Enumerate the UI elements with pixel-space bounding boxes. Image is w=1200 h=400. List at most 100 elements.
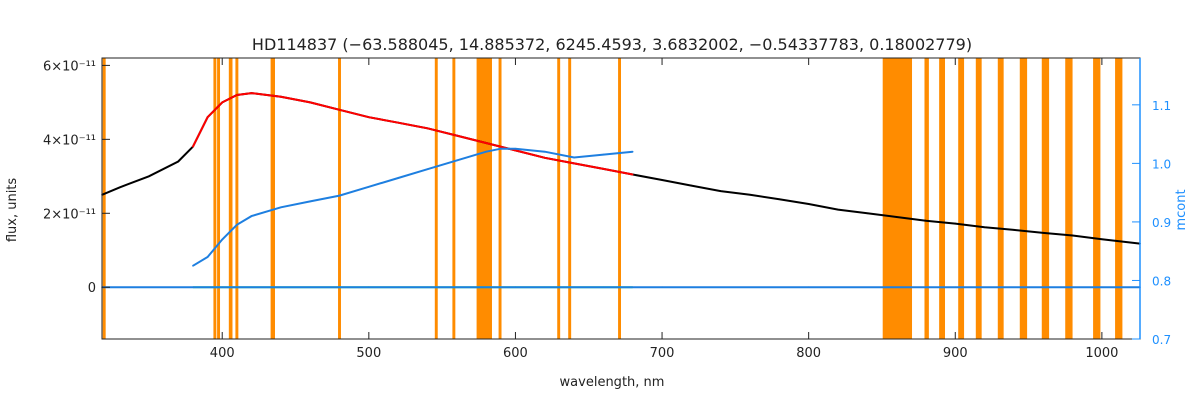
series-2-point-4 bbox=[250, 215, 253, 217]
series-1-point-8 bbox=[368, 116, 370, 118]
series-2-point-13 bbox=[500, 147, 502, 150]
x-axis: 400 500 600 700 800 900 1000 bbox=[210, 58, 1118, 361]
series-1-point-7 bbox=[338, 109, 341, 111]
series-2-point-8 bbox=[368, 186, 370, 188]
y-axis-right-label: mcont bbox=[1174, 189, 1189, 230]
series-2-point-6 bbox=[309, 200, 312, 203]
series-4-point-1 bbox=[221, 286, 223, 289]
series-1-point-2 bbox=[221, 101, 223, 104]
mask-region-8 bbox=[452, 58, 456, 339]
series-0-point-31 bbox=[925, 219, 927, 222]
y-tick-label-2: 4×10⁻¹¹ bbox=[43, 133, 96, 148]
masked-regions bbox=[102, 58, 1123, 339]
series-1-point-0 bbox=[192, 145, 194, 148]
series-0-point-24 bbox=[719, 190, 722, 192]
mask-region-21 bbox=[1041, 58, 1050, 339]
series-0-point-26 bbox=[778, 198, 781, 200]
series-0-point-2 bbox=[148, 175, 150, 178]
series-1-point-10 bbox=[426, 127, 429, 130]
series-4-point-5 bbox=[807, 286, 810, 289]
mask-region-22 bbox=[1065, 58, 1073, 339]
y-axis-right: 0.7 0.8 0.9 1.0 1.1 bbox=[1132, 58, 1171, 347]
mask-region-20 bbox=[1019, 58, 1028, 339]
chart-title: HD114837 (−63.588045, 14.885372, 6245.45… bbox=[252, 35, 972, 54]
series-4-point-2 bbox=[368, 286, 370, 289]
mask-region-12 bbox=[568, 58, 572, 339]
mask-region-23 bbox=[1093, 58, 1101, 339]
series-0-point-29 bbox=[866, 212, 869, 215]
mask-region-6 bbox=[338, 58, 341, 339]
series-0-point-23 bbox=[690, 184, 693, 187]
series-1-point-5 bbox=[280, 96, 282, 98]
series-2-point-16 bbox=[573, 156, 575, 159]
y-right-tick-label-4: 1.1 bbox=[1152, 99, 1171, 113]
series-1-point-17 bbox=[631, 173, 634, 176]
series-1-point-6 bbox=[309, 101, 312, 104]
series-0-point-28 bbox=[837, 208, 839, 211]
y-tick-label-1: 2×10⁻¹¹ bbox=[43, 207, 96, 222]
series-2-point-12 bbox=[485, 150, 487, 153]
mask-region-4 bbox=[235, 58, 239, 339]
series-2-point-7 bbox=[338, 194, 341, 197]
series-2-point-18 bbox=[631, 150, 634, 153]
mask-region-2 bbox=[217, 58, 221, 339]
series-2-point-0 bbox=[192, 265, 194, 267]
series-1-point-4 bbox=[250, 92, 253, 94]
series-2-point-11 bbox=[456, 159, 458, 162]
x-tick-label-1: 500 bbox=[356, 346, 381, 361]
mask-region-16 bbox=[939, 58, 946, 339]
x-tick-label-5: 900 bbox=[943, 346, 968, 361]
series-0-point-35 bbox=[1042, 232, 1044, 234]
mask-region-14 bbox=[882, 58, 913, 339]
mask-region-7 bbox=[434, 58, 438, 339]
series-0-point-22 bbox=[661, 179, 663, 181]
mask-region-0 bbox=[102, 58, 106, 339]
x-axis-label: wavelength, nm bbox=[560, 375, 665, 390]
y-axis-label: flux, units bbox=[5, 178, 20, 243]
series-2-point-5 bbox=[280, 206, 282, 209]
series-4-point-4 bbox=[661, 286, 663, 289]
x-tick-label-6: 1000 bbox=[1085, 346, 1118, 361]
series-0-point-36 bbox=[1071, 234, 1074, 237]
y-tick-label-0: 0 bbox=[88, 281, 96, 296]
series-1-point-14 bbox=[544, 157, 546, 159]
series-1-point-15 bbox=[573, 162, 575, 165]
mask-region-3 bbox=[228, 58, 233, 339]
x-tick-label-3: 700 bbox=[650, 346, 675, 361]
series-0-point-1 bbox=[118, 186, 121, 189]
series-0-point-33 bbox=[983, 226, 986, 229]
series-2-point-3 bbox=[236, 224, 238, 226]
y-right-tick-label-2: 0.9 bbox=[1152, 216, 1171, 230]
series-1-point-13 bbox=[514, 149, 517, 152]
series-4-point-3 bbox=[514, 286, 517, 289]
series-1-point-3 bbox=[236, 94, 238, 96]
series-4-point-6 bbox=[954, 286, 957, 289]
series-2-point-10 bbox=[426, 168, 429, 170]
series-line-2 bbox=[192, 147, 633, 267]
x-tick-label-4: 800 bbox=[796, 346, 821, 361]
x-tick-label-0: 400 bbox=[210, 346, 235, 361]
x-tick-label-2: 600 bbox=[503, 346, 528, 361]
mask-region-11 bbox=[557, 58, 561, 339]
series-1-point-11 bbox=[456, 134, 458, 137]
mask-region-1 bbox=[213, 58, 217, 339]
series-0-point-27 bbox=[807, 203, 810, 205]
series-1-point-16 bbox=[602, 168, 605, 170]
mask-region-15 bbox=[924, 58, 929, 339]
y-right-tick-label-3: 1.0 bbox=[1152, 157, 1171, 171]
series-0-point-25 bbox=[749, 194, 751, 196]
y-tick-label-3: 6×10⁻¹¹ bbox=[43, 59, 96, 74]
series-line-1 bbox=[192, 92, 633, 176]
series-2-point-2 bbox=[221, 238, 223, 241]
mask-region-13 bbox=[618, 58, 621, 339]
series-2-point-14 bbox=[514, 147, 517, 150]
y-right-tick-label-1: 0.8 bbox=[1152, 274, 1171, 288]
series-1-point-1 bbox=[206, 116, 209, 118]
series-2-point-1 bbox=[206, 256, 209, 258]
series-0-point-3 bbox=[177, 160, 179, 163]
mask-region-9 bbox=[476, 58, 492, 339]
series-0-point-32 bbox=[954, 222, 957, 225]
series-2-point-15 bbox=[544, 150, 546, 153]
